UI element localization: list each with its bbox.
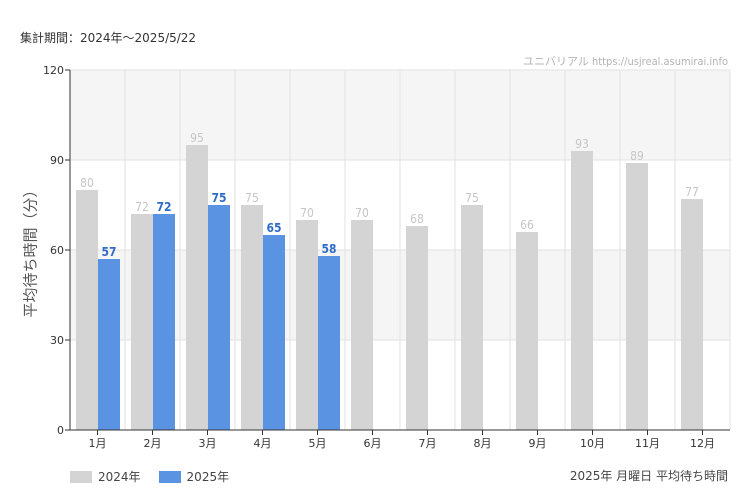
bar-2024年-9月: [516, 232, 538, 430]
x-tick-label: 5月: [309, 437, 327, 450]
data-label: 93: [575, 137, 589, 151]
bar-2025年-5月: [318, 256, 340, 430]
legend-label-2024: 2024年: [98, 470, 141, 484]
x-tick-label: 7月: [419, 437, 437, 450]
x-tick-label: 2月: [144, 437, 162, 450]
data-label: 66: [520, 218, 534, 232]
bar-2024年-7月: [406, 226, 428, 430]
data-label: 70: [300, 206, 314, 220]
data-label: 75: [245, 191, 259, 205]
data-label: 95: [190, 131, 204, 145]
bar-2025年-1月: [98, 259, 120, 430]
site-watermark: ユニバリアル https://usjreal.asumirai.info: [522, 55, 728, 68]
x-tick-label: 4月: [254, 437, 272, 450]
data-label: 65: [266, 221, 281, 235]
legend-item-2025[interactable]: 2025年: [158, 468, 230, 485]
chart-legend: 2024年 2025年: [70, 468, 229, 485]
bar-2025年-2月: [153, 214, 175, 430]
data-label: 68: [410, 212, 424, 226]
data-label: 72: [135, 200, 149, 214]
chart-data-labels: 80 72 95 75 70 70 68 75 66 93 89 77 57 72 75 65 58: [80, 131, 699, 259]
x-tick-label: 12月: [690, 437, 715, 450]
y-tick-label: 60: [50, 244, 64, 257]
y-tick-label: 30: [50, 334, 64, 347]
y-tick-label: 90: [50, 154, 64, 167]
data-label: 77: [685, 185, 699, 199]
legend-swatch-2024: [70, 470, 92, 483]
data-label: 72: [156, 200, 171, 214]
chart-axes: 0 30 60 90 120 1月 2月 3月 4月 5月 6月 7月 8月 9月 10月 11月 12月: [43, 64, 730, 450]
data-label: 75: [465, 191, 479, 205]
chart-bars: [76, 145, 703, 430]
data-label: 70: [355, 206, 369, 220]
y-tick-label: 0: [57, 424, 64, 437]
data-label: 57: [101, 245, 116, 259]
data-label: 75: [211, 191, 226, 205]
bar-2024年-1月: [76, 190, 98, 430]
x-tick-label: 6月: [364, 437, 382, 450]
x-tick-label: 8月: [474, 437, 492, 450]
bar-2025年-3月: [208, 205, 230, 430]
data-label: 89: [630, 149, 644, 163]
x-tick-label: 9月: [529, 437, 547, 450]
bar-2024年-3月: [186, 145, 208, 430]
data-label: 80: [80, 176, 94, 190]
legend-swatch-2025: [158, 470, 181, 483]
x-tick-label: 11月: [635, 437, 660, 450]
legend-item-2024[interactable]: 2024年: [70, 468, 141, 485]
x-tick-label: 1月: [89, 437, 107, 450]
data-label: 58: [321, 242, 336, 256]
bar-2024年-8月: [461, 205, 483, 430]
bar-2024年-10月: [571, 151, 593, 430]
bar-2024年-6月: [351, 220, 373, 430]
y-tick-label: 120: [43, 64, 64, 77]
bar-2024年-2月: [131, 214, 153, 430]
bar-2024年-5月: [296, 220, 318, 430]
x-tick-label: 10月: [580, 437, 605, 450]
bar-2025年-4月: [263, 235, 285, 430]
bar-2024年-4月: [241, 205, 263, 430]
bar-2024年-11月: [626, 163, 648, 430]
chart-footnote: 2025年 月曜日 平均待ち時間: [569, 469, 728, 483]
x-tick-label: 3月: [199, 437, 217, 450]
aggregation-period: 集計期間：2024年～2025/5/22: [20, 31, 197, 45]
legend-label-2025: 2025年: [186, 470, 230, 484]
bar-2024年-12月: [681, 199, 703, 430]
